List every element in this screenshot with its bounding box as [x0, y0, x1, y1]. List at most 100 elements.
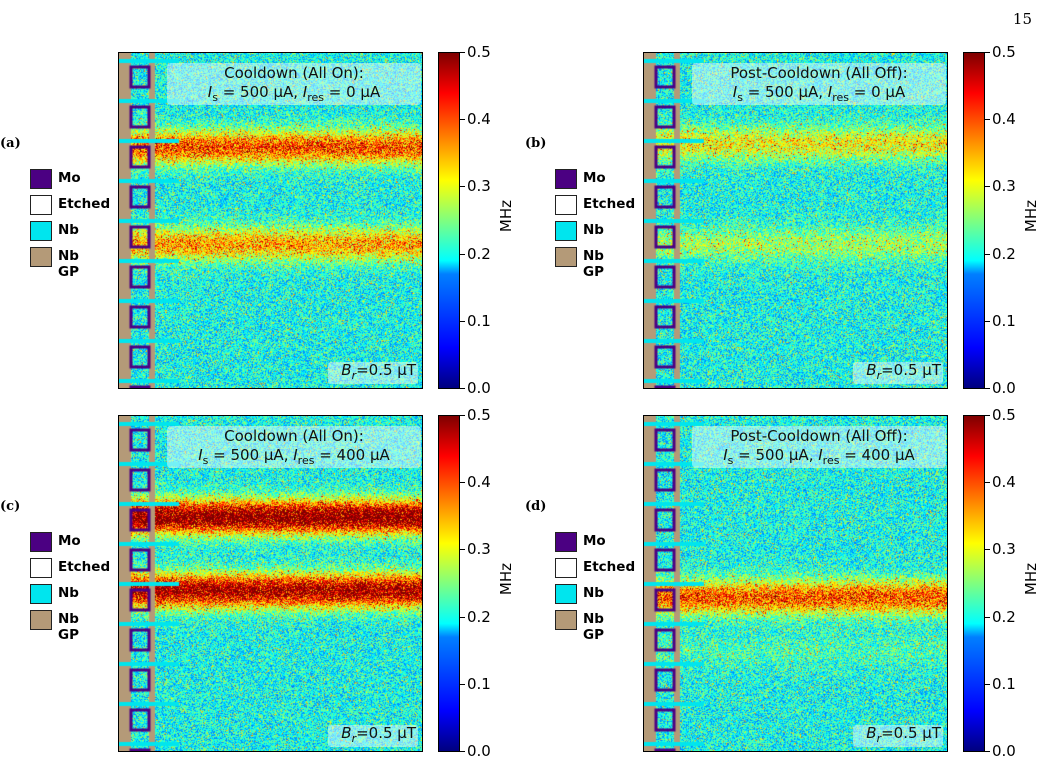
colorbar-tick-label: 0.4	[992, 110, 1016, 129]
heatmap-canvas	[644, 416, 947, 751]
legend-label: Nb GP	[583, 248, 604, 280]
legend-swatch	[555, 247, 577, 267]
legend-swatch	[555, 610, 577, 630]
colorbar-unit: MHz	[497, 562, 515, 596]
colorbar	[963, 52, 985, 389]
field-backdrop	[853, 725, 943, 747]
legend-label: Nb	[58, 222, 79, 238]
title-backdrop	[692, 63, 946, 105]
colorbar-tick-label: 0.0	[467, 379, 491, 397]
colorbar-tick	[985, 683, 990, 685]
legend-label: Nb GP	[583, 611, 604, 643]
colorbar-tick	[460, 751, 465, 752]
legend-label: Mo	[58, 533, 81, 549]
legend-swatch	[555, 558, 577, 578]
colorbar-tick	[460, 186, 465, 188]
legend-label: Mo	[58, 170, 81, 186]
colorbar-unit: MHz	[1022, 562, 1040, 596]
colorbar-tick-label: 0.0	[992, 742, 1016, 760]
legend-swatch	[555, 195, 577, 215]
title-backdrop	[167, 63, 421, 105]
colorbar-tick-label: 0.0	[992, 379, 1016, 397]
page-number: 15	[1012, 10, 1032, 28]
legend-label: Mo	[583, 170, 606, 186]
field-annotation: Br=0.5 μT	[866, 724, 941, 745]
colorbar-tick-label: 0.2	[992, 244, 1016, 263]
legend-swatch	[30, 195, 52, 215]
colorbar-tick-label: 0.1	[467, 674, 491, 693]
legend-swatch	[30, 532, 52, 552]
figure-panel-d: (d) Mo Etched Nb Nb GP Post-Cooldown (All Off…	[525, 407, 1040, 765]
colorbar-tick	[985, 52, 990, 53]
heatmap-canvas	[644, 53, 947, 388]
legend-swatch	[30, 610, 52, 630]
colorbar-tick-label: 0.5	[467, 406, 491, 424]
colorbar-tick	[460, 320, 465, 322]
frequency-map: Cooldown (All On): Is = 500 μA, Ires = 0 …	[118, 52, 423, 389]
colorbar	[963, 415, 985, 752]
colorbar-tick-label: 0.3	[992, 177, 1016, 196]
panel-label: (b)	[525, 136, 547, 151]
colorbar-tick	[985, 482, 990, 484]
colorbar-tick-label: 0.3	[467, 177, 491, 196]
colorbar-tick	[985, 186, 990, 188]
legend-label: Nb	[583, 585, 604, 601]
colorbar-tick-label: 0.1	[992, 674, 1016, 693]
field-backdrop	[328, 362, 418, 384]
colorbar-tick	[460, 683, 465, 685]
legend-label: Etched	[58, 559, 111, 575]
colorbar-tick	[460, 549, 465, 551]
legend-swatch	[555, 169, 577, 189]
colorbar-tick-label: 0.0	[467, 742, 491, 760]
legend-label: Etched	[583, 559, 636, 575]
panel-currents: Is = 500 μA, Ires = 0 μA	[732, 83, 906, 104]
colorbar-tick	[985, 616, 990, 618]
panel-label: (d)	[525, 499, 547, 514]
colorbar-tick	[985, 119, 990, 121]
panel-currents: Is = 500 μA, Ires = 0 μA	[207, 83, 381, 104]
colorbar-tick	[460, 52, 465, 53]
colorbar-tick	[985, 549, 990, 551]
colorbar-tick	[460, 388, 465, 389]
panel-currents: Is = 500 μA, Ires = 400 μA	[198, 446, 390, 467]
panel-label: (c)	[0, 499, 21, 514]
field-annotation: Br=0.5 μT	[341, 361, 416, 382]
legend-label: Nb	[58, 585, 79, 601]
legend-swatch	[555, 584, 577, 604]
colorbar-tick-label: 0.5	[467, 43, 491, 61]
colorbar-tick	[985, 253, 990, 255]
field-backdrop	[853, 362, 943, 384]
field-annotation: Br=0.5 μT	[866, 361, 941, 382]
colorbar-tick-label: 0.1	[467, 311, 491, 330]
colorbar	[438, 415, 460, 752]
colorbar-tick-label: 0.1	[992, 311, 1016, 330]
legend-swatch	[30, 221, 52, 241]
field-backdrop	[328, 725, 418, 747]
legend-label: Nb GP	[58, 248, 79, 280]
heatmap-canvas	[119, 416, 422, 751]
panel-currents: Is = 500 μA, Ires = 400 μA	[723, 446, 915, 467]
colorbar-tick	[985, 320, 990, 322]
legend-label: Etched	[583, 196, 636, 212]
colorbar-tick-label: 0.5	[992, 406, 1016, 424]
colorbar-unit: MHz	[1022, 199, 1040, 233]
field-annotation: Br=0.5 μT	[341, 724, 416, 745]
panel-title: Cooldown (All On):	[224, 64, 364, 82]
panel-title: Post-Cooldown (All Off):	[730, 64, 908, 82]
legend-swatch	[555, 532, 577, 552]
figure-panel-a: (a) Mo Etched Nb Nb GP Cooldown (All On): Is =…	[0, 44, 515, 402]
frequency-map: Post-Cooldown (All Off): Is = 500 μA, Ire…	[643, 52, 948, 389]
frequency-map: Post-Cooldown (All Off): Is = 500 μA, Ire…	[643, 415, 948, 752]
figure-panel-c: (c) Mo Etched Nb Nb GP Cooldown (All On): Is =…	[0, 407, 515, 765]
legend-label: Nb	[583, 222, 604, 238]
legend-swatch	[30, 584, 52, 604]
colorbar-tick-label: 0.3	[467, 540, 491, 559]
figure-panel-b: (b) Mo Etched Nb Nb GP Post-Cooldown (All Off…	[525, 44, 1040, 402]
colorbar-tick-label: 0.2	[467, 244, 491, 263]
legend-label: Mo	[583, 533, 606, 549]
colorbar-tick-label: 0.4	[467, 473, 491, 492]
heatmap-canvas	[119, 53, 422, 388]
colorbar-tick-label: 0.3	[992, 540, 1016, 559]
colorbar-tick-label: 0.2	[467, 607, 491, 626]
colorbar-tick	[985, 415, 990, 416]
